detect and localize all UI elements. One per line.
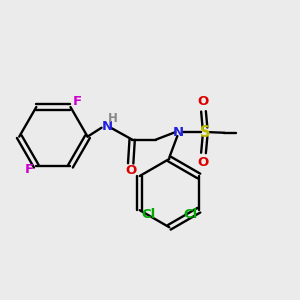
Text: O: O (198, 95, 209, 108)
Text: F: F (24, 163, 33, 176)
Text: O: O (198, 156, 209, 169)
Text: Cl: Cl (183, 208, 197, 221)
Text: O: O (125, 164, 136, 177)
Text: F: F (73, 94, 82, 108)
Text: N: N (101, 120, 112, 133)
Text: H: H (108, 112, 118, 125)
Text: N: N (173, 126, 184, 139)
Text: Cl: Cl (142, 208, 156, 221)
Text: S: S (200, 125, 210, 140)
